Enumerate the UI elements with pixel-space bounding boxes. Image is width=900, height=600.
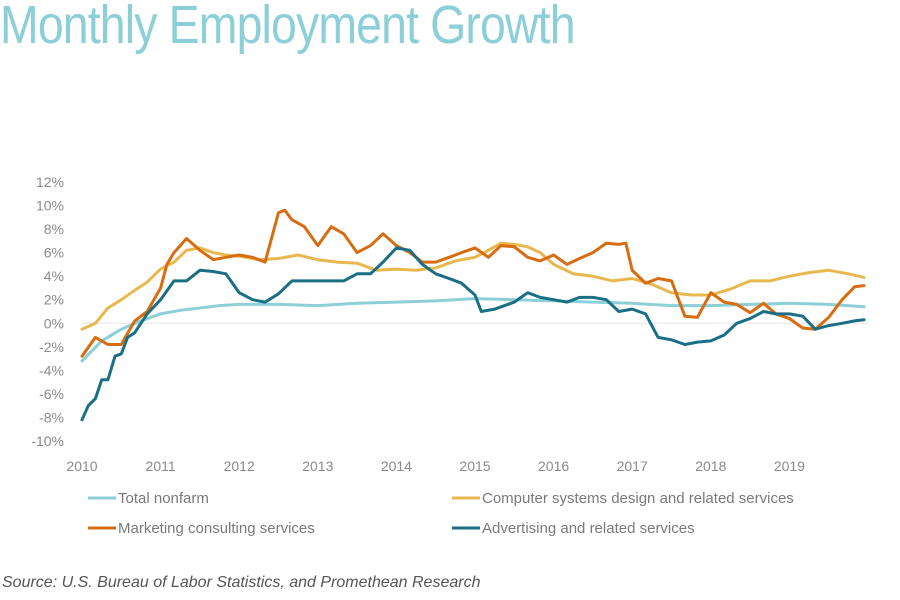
x-tick-label: 2011	[146, 458, 176, 474]
legend-label: Computer systems design and related serv…	[482, 490, 794, 507]
x-tick-label: 2018	[695, 458, 726, 474]
legend: Total nonfarm Computer systems design and…	[88, 490, 794, 537]
y-tick-label: 12%	[36, 174, 64, 190]
series-layer	[80, 208, 866, 422]
series-line-marketing-consulting-services	[80, 208, 866, 358]
legend-label: Marketing consulting services	[118, 520, 315, 537]
y-tick-label: -4%	[39, 362, 64, 378]
y-tick-label: -10%	[31, 433, 64, 449]
y-tick-label: 6%	[44, 245, 64, 261]
y-tick-label: -6%	[39, 386, 64, 402]
series-line-advertising-and-related-services	[80, 246, 866, 422]
y-tick-label: 2%	[44, 292, 64, 308]
y-tick-label: -8%	[39, 409, 64, 425]
legend-label: Total nonfarm	[118, 490, 209, 507]
legend-label: Advertising and related services	[482, 520, 695, 537]
y-tick-label: 4%	[44, 268, 64, 284]
x-tick-label: 2016	[538, 458, 569, 474]
x-tick-label: 2019	[774, 458, 805, 474]
y-tick-label: 0%	[44, 315, 64, 331]
y-tick-label: 8%	[44, 221, 64, 237]
x-tick-label: 2015	[459, 458, 490, 474]
y-axis: 12% 10% 8% 6% 4% 2% 0% -2% -4% -6% -8% -10%	[31, 174, 64, 449]
x-tick-label: 2010	[66, 458, 97, 474]
source-note: Source: U.S. Bureau of Labor Statistics,…	[2, 574, 481, 591]
x-axis: 2010 2011 2012 2013 2014 2015 2016 2017 2018 2019	[66, 458, 805, 474]
y-tick-label: -2%	[39, 339, 64, 355]
x-tick-label: 2012	[224, 458, 255, 474]
chart-title: Monthly Employment Growth	[0, 0, 576, 55]
series-line-computer-systems-design-and-related-services	[80, 241, 866, 331]
series-line-total-nonfarm	[80, 297, 866, 363]
y-tick-label: 10%	[36, 198, 64, 214]
x-tick-label: 2014	[381, 458, 412, 474]
x-tick-label: 2013	[302, 458, 333, 474]
x-tick-label: 2017	[617, 458, 648, 474]
